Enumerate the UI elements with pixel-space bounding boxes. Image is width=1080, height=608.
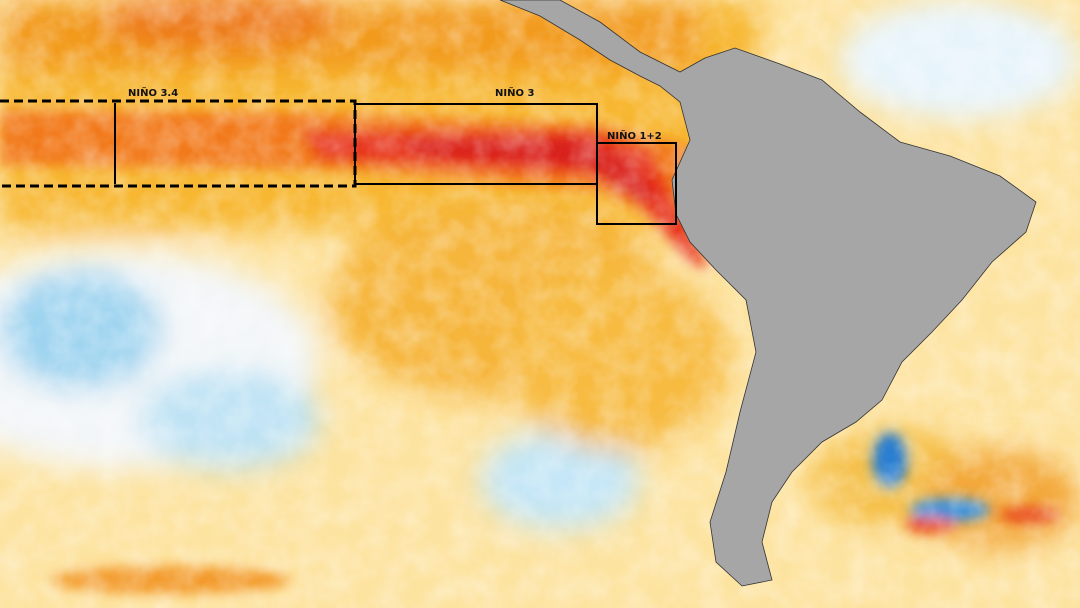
region-label: NIÑO 1+2 xyxy=(607,129,662,142)
region-label: NIÑO 3 xyxy=(495,86,534,99)
south-america xyxy=(499,0,1037,587)
region-label: NIÑO 3.4 xyxy=(128,86,178,99)
nino-12-box xyxy=(596,142,677,225)
nino-boxes xyxy=(0,99,677,225)
